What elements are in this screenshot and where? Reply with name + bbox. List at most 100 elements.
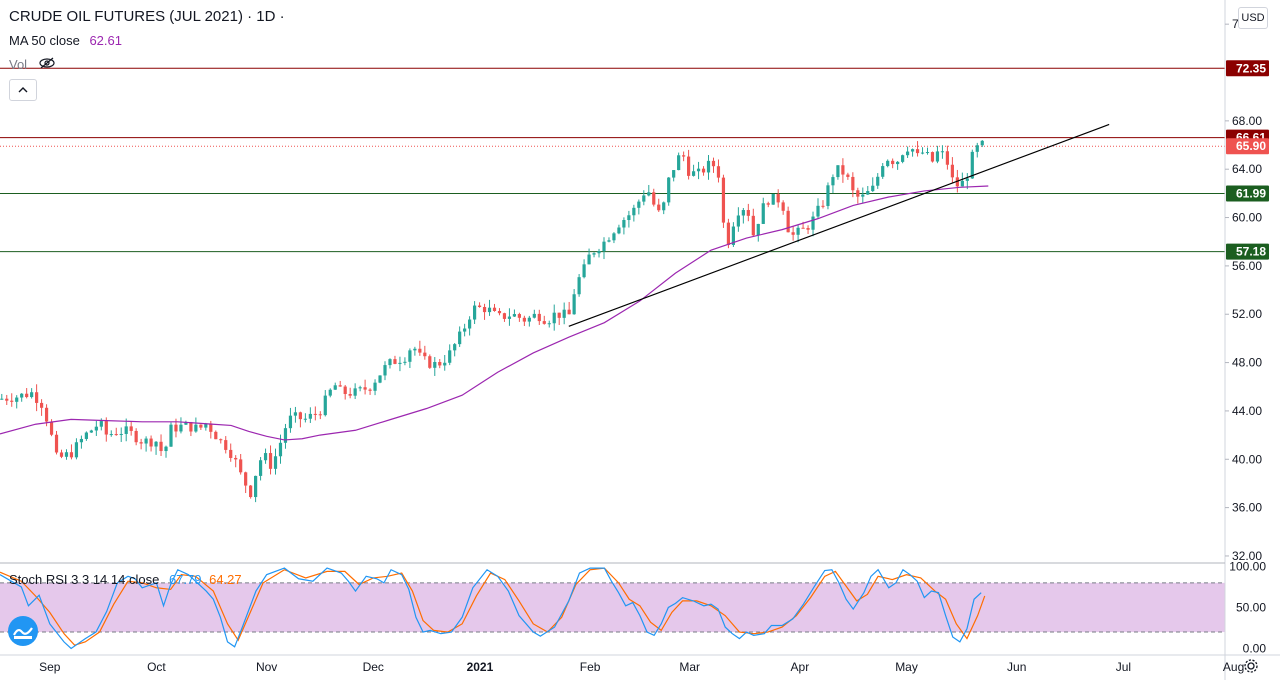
candle-down [751, 215, 755, 236]
candle-up [592, 253, 596, 255]
candle-down [721, 177, 726, 223]
candle-up [89, 430, 93, 433]
candle-up [811, 216, 815, 230]
candle-down [841, 165, 845, 175]
ma-legend[interactable]: MA 50 close 62.61 [9, 33, 122, 48]
time-tick-label: Apr [791, 660, 810, 674]
candle-up [20, 393, 24, 398]
candle-down [502, 313, 507, 319]
candle-down [891, 160, 895, 165]
candle-down [806, 228, 810, 230]
candle-down [492, 307, 497, 312]
price-tick-label: 40.00 [1232, 452, 1262, 466]
candle-up [642, 195, 646, 202]
stoch-k-line [0, 567, 982, 650]
candle-up [881, 166, 885, 177]
candle-up [622, 220, 626, 228]
ma-legend-value: 62.61 [89, 33, 122, 48]
candle-up [552, 312, 556, 324]
price-tag-support [1226, 185, 1269, 202]
interval-label[interactable]: 1D [256, 8, 276, 25]
vol-legend[interactable]: Vol [9, 57, 55, 72]
candle-up [925, 152, 930, 154]
price-tick-label: 44.00 [1232, 404, 1262, 418]
candle-up [731, 226, 735, 245]
candle-down [776, 193, 780, 203]
stoch-rsi-legend[interactable]: Stoch RSI 3 3 14 14 close 67.79 64.27 [9, 572, 242, 587]
candle-down [69, 452, 74, 458]
price-tick-label: 52.00 [1232, 307, 1262, 321]
candle-up [15, 397, 19, 402]
candle-up [388, 359, 392, 366]
candle-up [468, 319, 472, 329]
candle-up [413, 348, 417, 351]
stoch-tick-label: 100.00 [1229, 559, 1266, 573]
candle-up [970, 151, 974, 179]
candle-up [901, 155, 905, 162]
candle-up [647, 192, 651, 196]
candle-up [512, 314, 517, 317]
eye-hidden-icon[interactable] [39, 57, 55, 72]
candle-up [144, 438, 148, 444]
candle-up [756, 223, 760, 236]
candle-up [607, 240, 611, 242]
candle-up [691, 171, 696, 176]
candle-up [910, 149, 915, 152]
collapse-legend-button[interactable] [9, 79, 37, 101]
candle-up [323, 395, 327, 416]
candle-down [313, 413, 317, 415]
candle-up [826, 185, 830, 206]
candle-up [458, 331, 462, 345]
candle-up [378, 375, 382, 383]
candle-up [288, 415, 293, 429]
candle-down [174, 424, 178, 432]
candle-down [711, 160, 716, 167]
candle-up [328, 389, 332, 396]
candle-up [487, 307, 492, 313]
candle-down [104, 421, 108, 435]
candle-up [602, 241, 606, 252]
candle-down [219, 439, 223, 441]
candle-up [672, 170, 676, 178]
candle-up [507, 316, 512, 319]
price-tag-label: 57.18 [1236, 245, 1266, 259]
candle-down [114, 434, 118, 436]
currency-button[interactable]: USD [1238, 7, 1268, 29]
candle-up [273, 456, 278, 469]
candle-up [333, 385, 337, 390]
candle-down [657, 204, 661, 211]
candle-down [159, 441, 163, 452]
candle-down [239, 459, 243, 473]
candle-up [408, 350, 412, 362]
candle-up [303, 418, 307, 420]
candle-down [766, 203, 770, 205]
candle-down [338, 385, 342, 387]
price-tag-label: 65.90 [1236, 139, 1266, 153]
price-tick-label: 60.00 [1232, 211, 1262, 225]
candle-up [736, 215, 740, 227]
time-tick-label: Nov [256, 660, 277, 674]
candle-down [418, 348, 422, 353]
ma-legend-label: MA 50 close [9, 33, 80, 48]
price-tag-last_price [1226, 138, 1269, 155]
candle-up [358, 387, 362, 389]
title-separator: · [247, 8, 253, 25]
symbol-title[interactable]: CRUDE OIL FUTURES (JUL 2021) · 1D · [9, 8, 285, 25]
candle-down [950, 164, 954, 178]
candle-up [761, 203, 765, 224]
tradingview-logo[interactable] [8, 616, 38, 646]
candle-down [209, 423, 213, 432]
candle-down [249, 485, 253, 498]
candle-up [572, 294, 576, 315]
symbol-name[interactable]: CRUDE OIL FUTURES (JUL 2021) [9, 8, 243, 25]
candle-up [532, 313, 536, 318]
stoch-band [0, 582, 1225, 633]
gear-icon[interactable] [1243, 658, 1259, 679]
candle-up [184, 422, 188, 425]
candle-down [363, 387, 367, 390]
candle-down [348, 394, 352, 396]
candle-up [871, 185, 875, 192]
candle-down [44, 407, 49, 422]
candle-up [398, 362, 402, 364]
